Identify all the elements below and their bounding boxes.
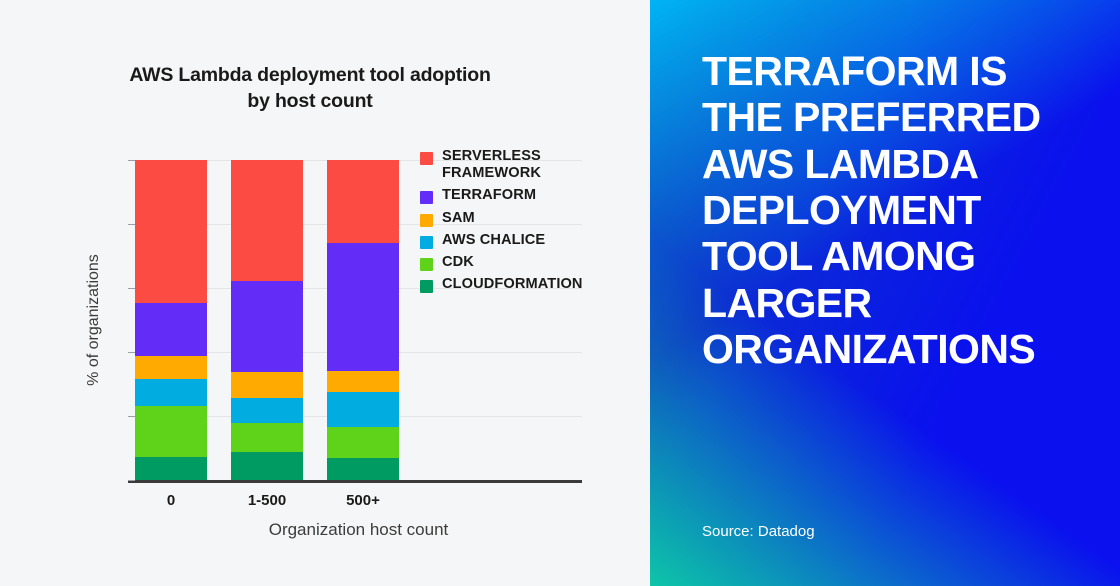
legend-item-label: SAM: [442, 209, 475, 226]
promo-gradient-background: [650, 0, 1120, 586]
promo-headline-line-2: THE PREFERRED: [702, 94, 1041, 141]
promo-headline-line-5: TOOL AMONG: [702, 233, 976, 280]
bar-segment-cdk[interactable]: [135, 405, 207, 458]
bar-segment-terraform[interactable]: [327, 242, 399, 371]
legend-item[interactable]: TERRAFORM: [420, 187, 640, 205]
y-axis-title-wrap: % of organizations: [40, 160, 102, 480]
plot-area: [128, 160, 582, 483]
bar-segment-serverless-framework[interactable]: [327, 160, 399, 243]
chart-legend: SERVERLESS FRAMEWORK TERRAFORM SAM AWS CHAL…: [420, 148, 640, 299]
bar-segment-serverless-framework[interactable]: [231, 160, 303, 281]
bar-segment-terraform[interactable]: [135, 302, 207, 356]
promo-headline-line-7: ORGANIZATIONS: [702, 325, 1036, 372]
y-axis-tick-mark: [128, 160, 135, 161]
bar-segment-aws-chalice[interactable]: [231, 397, 303, 424]
bar-segment-aws-chalice[interactable]: [135, 378, 207, 406]
legend-swatch-icon: [420, 213, 433, 227]
legend-swatch-icon: [420, 152, 433, 165]
x-axis-title: Organization host count: [268, 520, 449, 539]
legend-item-label: TERRAFORM: [442, 187, 537, 204]
legend-item[interactable]: SERVERLESS FRAMEWORK: [420, 148, 640, 182]
chart-title: AWS Lambda deployment tool adoption by h…: [0, 62, 650, 115]
bar-1-500[interactable]: [231, 160, 303, 480]
x-axis-tick-label: 0: [166, 492, 176, 509]
bar-segment-cloudformation[interactable]: [135, 457, 207, 480]
legend-item[interactable]: SAM: [420, 210, 640, 227]
bar-segment-sam[interactable]: [327, 370, 399, 392]
promo-panel: TERRAFORM IS THE PREFERRED AWS LAMBDA DEPLO…: [650, 0, 1120, 586]
legend-item-label: SERVERLESS FRAMEWORK: [442, 148, 541, 182]
legend-item[interactable]: CDK: [420, 254, 640, 272]
promo-source-label: Source: Datadog: [702, 523, 815, 540]
x-axis-line: [128, 480, 582, 483]
y-axis-tick-mark: [128, 224, 135, 225]
bar-segment-terraform[interactable]: [231, 280, 303, 372]
promo-headline-line-6: LARGER: [702, 279, 872, 326]
x-axis-tick-label: 500+: [346, 492, 380, 509]
chart-title-line-1: AWS Lambda deployment tool adoption: [129, 64, 491, 86]
legend-item-label: CLOUDFORMATION: [442, 276, 583, 293]
legend-item[interactable]: CLOUDFORMATION: [420, 276, 640, 294]
bar-0[interactable]: [135, 160, 207, 480]
promo-headline-line-4: DEPLOYMENT: [702, 186, 981, 233]
bar-500+[interactable]: [327, 160, 399, 480]
chart-panel: AWS Lambda deployment tool adoption by h…: [0, 62, 650, 539]
bar-segment-aws-chalice[interactable]: [327, 391, 399, 427]
promo-headline-line-1: TERRAFORM IS: [702, 48, 1007, 94]
bar-segment-cdk[interactable]: [231, 423, 303, 452]
legend-swatch-icon: [420, 280, 433, 294]
x-axis-tick-label: 1-500: [247, 492, 287, 509]
legend-item-label: AWS CHALICE: [442, 231, 546, 248]
bar-segment-sam[interactable]: [231, 371, 303, 398]
y-axis-tick-mark: [128, 352, 135, 353]
bar-segment-cloudformation[interactable]: [327, 458, 399, 480]
legend-item-label: CDK: [442, 254, 474, 271]
bar-segment-cloudformation[interactable]: [231, 451, 303, 480]
legend-item[interactable]: AWS CHALICE: [420, 232, 640, 249]
chart-title-line-2: by host count: [247, 90, 373, 113]
bar-segment-serverless-framework[interactable]: [135, 160, 207, 303]
y-axis-tick-mark: [128, 416, 135, 417]
promo-headline-line-3: AWS LAMBDA: [702, 140, 979, 187]
legend-swatch-icon: [420, 258, 433, 272]
legend-swatch-icon: [420, 235, 433, 249]
bar-segment-cdk[interactable]: [327, 426, 399, 459]
y-axis-tick-mark: [128, 480, 135, 481]
y-axis-title: % of organizations: [84, 254, 102, 386]
y-axis-tick-mark: [128, 288, 135, 289]
promo-headline: TERRAFORM IS THE PREFERRED AWS LAMBDA DEPLO…: [702, 48, 1102, 372]
legend-swatch-icon: [420, 191, 433, 205]
bar-segment-sam[interactable]: [135, 355, 207, 379]
